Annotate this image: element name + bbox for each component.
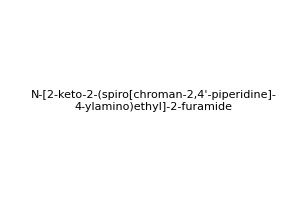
Text: N-[2-keto-2-(spiro[chroman-2,4'-piperidine]-
4-ylamino)ethyl]-2-furamide: N-[2-keto-2-(spiro[chroman-2,4'-piperidi… — [31, 90, 277, 112]
